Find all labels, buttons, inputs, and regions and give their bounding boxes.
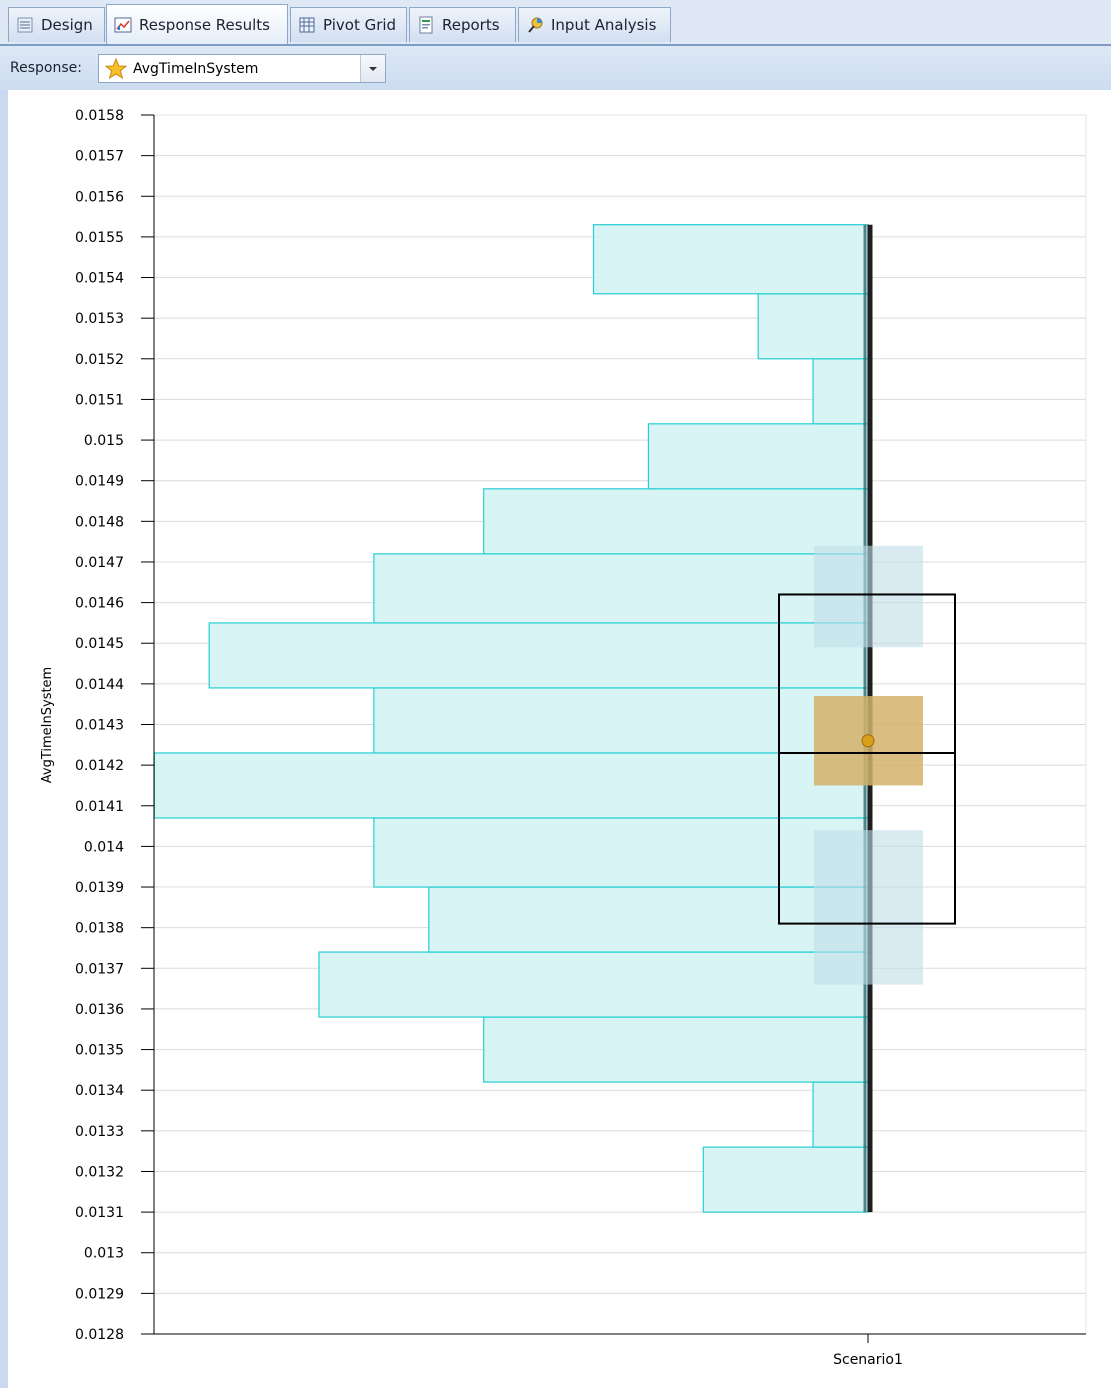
input-analysis-icon [528,17,543,33]
y-tick-label: 0.0153 [75,311,124,327]
y-tick-label: 0.0152 [75,352,124,368]
mean-marker [861,734,875,748]
tab-response-results-label: Response Results [139,15,270,34]
y-tick-label: 0.0137 [75,961,124,977]
y-tick-label: 0.0134 [75,1083,124,1099]
design-icon [17,17,33,33]
y-tick-label: 0.0155 [75,230,124,246]
y-tick-label: 0.0131 [75,1205,124,1221]
reports-icon [419,16,433,34]
y-tick-label: 0.0156 [75,189,124,205]
y-tick-label: 0.0158 [75,108,124,124]
histogram-bar [373,687,869,754]
y-tick-label: 0.0157 [75,149,124,165]
histogram-bar [373,817,869,888]
y-tick-label: 0.0136 [75,1002,124,1018]
y-tick-label: 0.014 [84,839,124,855]
y-tick-label: 0.0129 [75,1286,124,1302]
tab-design[interactable]: Design [8,7,105,42]
histogram-bar [812,1081,869,1148]
histogram-bar [318,951,869,1018]
histogram-bar [153,752,869,819]
y-tick-label: 0.0141 [75,799,124,815]
y-tick-label: 0.0145 [75,636,124,652]
y-axis-label: AvgTimeInSystem [40,667,55,783]
tab-pivot-grid-label: Pivot Grid [323,16,397,34]
response-label: Response: [10,60,82,76]
histogram-bar [702,1146,869,1213]
dropdown-arrow-button[interactable] [360,55,385,82]
y-tick-label: 0.0143 [75,718,124,734]
y-tick-label: 0.0149 [75,474,124,490]
y-tick-label: 0.0139 [75,880,124,896]
tab-reports-label: Reports [442,16,500,34]
response-dropdown[interactable]: AvgTimeInSystem [98,54,386,83]
histogram [153,224,869,1213]
smore-plot: 0.0158 0.0157 0.0156 0.0155 0.0154 0.0153 0.01… [40,108,1087,1368]
chevron-down-icon [369,67,377,71]
chart-panel: 0.0158 0.0157 0.0156 0.0155 0.0154 0.0153 0.01… [8,90,1111,1388]
tab-input-analysis-label: Input Analysis [551,16,657,34]
tab-pivot-grid[interactable]: Pivot Grid [290,7,407,42]
histogram-bar [428,886,869,953]
response-results-icon [114,17,132,32]
pivot-grid-icon [299,17,315,33]
y-tick-label: 0.0144 [75,677,124,693]
tab-input-analysis[interactable]: Input Analysis [518,7,671,42]
y-tick-label: 0.0147 [75,555,124,571]
y-tick-label: 0.0154 [75,271,124,287]
response-value: AvgTimeInSystem [133,61,259,77]
y-tick-label: 0.0146 [75,596,124,612]
x-tick-label: Scenario1 [833,1352,903,1368]
y-tick-label: 0.015 [84,433,124,449]
lower-percentile-ci [814,830,923,985]
histogram-bar [483,1016,869,1083]
histogram-bar [592,224,869,295]
tab-bar: Design Response Results Pivot Grid Repor… [0,0,1111,46]
y-tick-label: 0.0148 [75,514,124,530]
tab-reports[interactable]: Reports [409,7,516,42]
y-tick-label: 0.0133 [75,1124,124,1140]
upper-percentile-ci [814,545,923,648]
star-icon [105,58,127,80]
histogram-bar [483,488,869,555]
axes: 0.0158 0.0157 0.0156 0.0155 0.0154 0.0153 0.01… [75,108,1086,1368]
y-tick-label: 0.0132 [75,1164,124,1180]
y-tick-label: 0.0135 [75,1043,124,1059]
tab-response-results[interactable]: Response Results [106,4,288,44]
y-tick-label: 0.0151 [75,392,124,408]
tab-design-label: Design [41,16,93,34]
y-tick-label: 0.0138 [75,921,124,937]
box-plot [778,224,956,1213]
histogram-bar [812,358,869,425]
y-tick-label: 0.0142 [75,758,124,774]
percentile-box [778,593,956,925]
histogram-bar [757,293,869,360]
y-tick-label: 0.0128 [75,1327,124,1343]
histogram-bar [208,622,869,689]
histogram-bar [647,423,869,490]
y-tick-label: 0.013 [84,1246,124,1262]
histogram-bar [373,553,869,624]
